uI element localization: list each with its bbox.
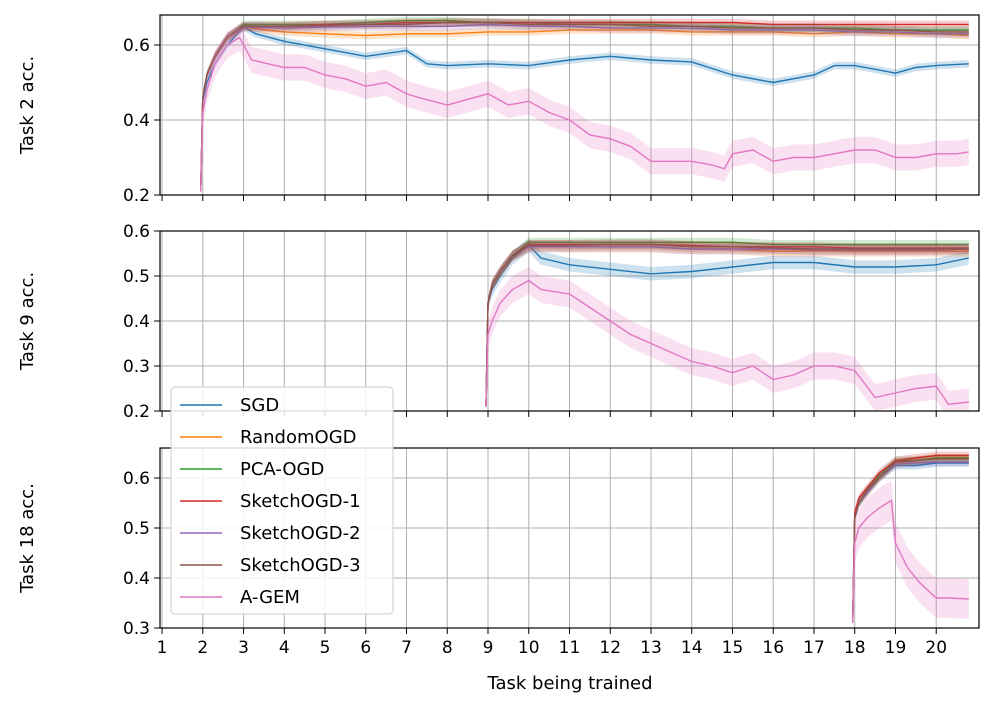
x-tick-label: 16 [762,638,784,658]
band-sgd [200,23,969,195]
legend-label: RandomOGD [240,427,357,448]
series-line-sgd [200,26,969,192]
legend-label: PCA-OGD [240,459,324,480]
y-axis-label: Task 18 acc. [17,483,38,594]
y-tick-label: 0.3 [123,357,150,377]
series-line-sketchogd-3 [200,21,969,192]
x-tick-label: 2 [197,638,208,658]
series-line-a-gem [852,499,969,624]
panels: 0.2 0.4 0.6 Task 2 acc. 0.2 0.3 0.4 0.5 0.6 Task … [17,14,980,658]
y-tick-label: 0.6 [123,222,150,242]
x-axis-label: Task being trained [486,673,652,694]
series-line-sketchogd-3 [485,243,969,407]
x-tick-label: 18 [844,638,866,658]
y-tick-label: 0.6 [123,36,150,56]
panel-1: 0.2 0.4 0.6 Task 2 acc. [17,14,980,206]
x-tick-label: 3 [238,638,249,658]
x-tick-label: 20 [925,638,947,658]
legend: SGD RandomOGD PCA-OGD SketchOGD-1 SketchOGD-… [170,386,394,615]
x-tick-label: 12 [599,638,621,658]
x-tick-label: 7 [401,638,412,658]
y-tick-label: 0.6 [123,469,150,489]
x-tick-label: 19 [885,638,907,658]
series-line-randomogd [200,25,969,192]
y-axis-label: Task 2 acc. [17,56,38,155]
y-tick-label: 0.5 [123,519,150,539]
x-tick-label: 11 [559,638,581,658]
x-tick-label: 15 [722,638,744,658]
x-tick-label: 1 [157,638,168,658]
legend-box [170,386,394,615]
band-a-gem [852,480,969,628]
y-tick-label: 0.4 [123,312,150,332]
x-tick-label: 6 [360,638,371,658]
y-tick-label: 0.3 [123,619,150,639]
series-line-a-gem [200,36,969,192]
series-line-sgd [485,244,969,407]
legend-label: SketchOGD-1 [240,491,361,512]
band-a-gem [200,24,969,195]
x-tick-label: 17 [803,638,825,658]
x-tick-label: 4 [279,638,290,658]
series-line-sketchogd-3 [852,458,969,624]
y-tick-label: 0.2 [123,186,150,206]
band-sgd [486,238,969,411]
panel-2: 0.2 0.3 0.4 0.5 0.6 Task 9 acc. [17,222,980,422]
series-group [852,451,969,628]
series-group [200,16,969,195]
legend-label: A-GEM [240,587,300,608]
x-tick-label: 5 [320,638,331,658]
x-tick-label: 8 [442,638,453,658]
y-tick-label: 0.4 [123,569,150,589]
series-group [485,237,969,411]
x-tick-label: 13 [640,638,662,658]
legend-label: SketchOGD-2 [240,523,361,544]
y-tick-label: 0.5 [123,267,150,287]
x-tick-label: 10 [518,638,540,658]
band-a-gem [486,267,969,411]
legend-label: SketchOGD-3 [240,555,361,576]
panel-3: 1 2 3 4 5 6 7 8 9 10 11 12 13 14 15 16 17 18 19 200.30.40.5… [17,447,980,658]
y-tick-label: 0.2 [123,402,150,422]
x-tick-label: 9 [483,638,494,658]
x-tick-label: 14 [681,638,703,658]
series-line-a-gem [485,279,969,407]
legend-label: SGD [240,395,279,416]
y-axis-label: Task 9 acc. [17,272,38,371]
series-line-sketchogd-1 [852,454,969,624]
y-tick-label: 0.4 [123,111,150,131]
